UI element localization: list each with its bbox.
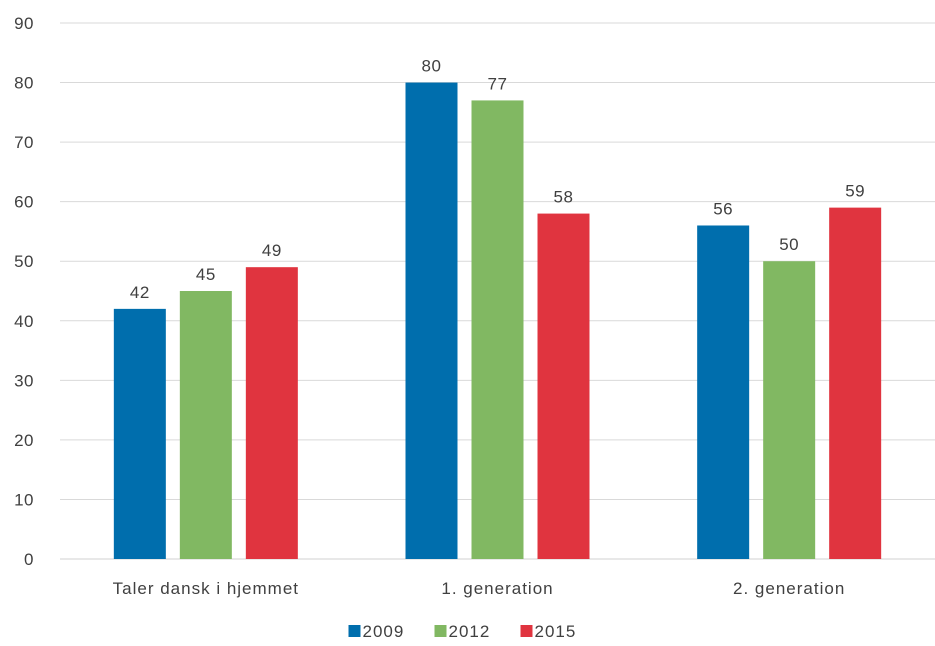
bar-2009-0 (113, 308, 166, 559)
bar-2015-2 (829, 207, 882, 559)
legend-label: 2015 (535, 622, 577, 641)
x-category-label: 2. generation (733, 579, 845, 598)
y-tick-label: 70 (14, 133, 34, 152)
bar-2009-2 (697, 225, 750, 559)
x-category-label: 1. generation (441, 579, 553, 598)
data-label: 49 (262, 241, 282, 260)
data-label: 50 (779, 235, 799, 254)
bar-2012-0 (179, 291, 232, 559)
data-label: 56 (713, 199, 733, 218)
data-label: 42 (130, 283, 150, 302)
y-tick-label: 20 (14, 431, 34, 450)
bars (113, 82, 882, 560)
data-label: 80 (422, 57, 442, 76)
y-tick-label: 50 (14, 252, 34, 271)
y-tick-label: 60 (14, 193, 34, 212)
legend-label: 2012 (449, 622, 491, 641)
legend-swatch-2012 (434, 625, 447, 637)
y-axis: 0 10 20 30 40 50 60 70 80 90 (14, 14, 34, 569)
legend-label: 2009 (363, 622, 405, 641)
y-tick-label: 30 (14, 371, 34, 390)
bar-2012-1 (471, 100, 524, 559)
bar-2015-0 (245, 267, 298, 559)
data-label: 45 (196, 265, 216, 284)
bar-2009-1 (405, 82, 458, 560)
legend-swatch-2009 (348, 625, 361, 637)
legend-swatch-2015 (520, 625, 533, 637)
legend: 2009 2012 2015 (348, 622, 577, 641)
y-tick-label: 0 (24, 550, 34, 569)
x-axis: Taler dansk i hjemmet 1. generation 2. gen… (113, 579, 845, 598)
data-label: 77 (488, 74, 508, 93)
data-label: 58 (554, 188, 574, 207)
bar-2012-2 (763, 261, 816, 559)
y-tick-label: 10 (14, 490, 34, 509)
y-tick-label: 80 (14, 74, 34, 93)
data-labels: 42 45 49 80 77 58 56 50 59 (130, 57, 865, 302)
y-tick-label: 90 (14, 14, 34, 33)
data-label: 59 (845, 182, 865, 201)
x-category-label: Taler dansk i hjemmet (113, 579, 299, 598)
bar-2015-1 (537, 213, 590, 560)
y-tick-label: 40 (14, 312, 34, 331)
